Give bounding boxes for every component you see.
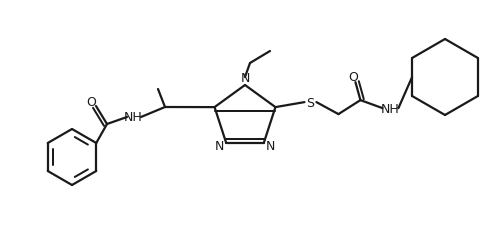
Text: NH: NH [381, 102, 400, 115]
Text: O: O [348, 70, 358, 83]
Text: N: N [215, 140, 224, 153]
Text: N: N [240, 72, 249, 85]
Text: O: O [86, 95, 96, 108]
Text: N: N [266, 140, 276, 153]
Text: NH: NH [123, 111, 142, 124]
Text: S: S [306, 96, 314, 109]
